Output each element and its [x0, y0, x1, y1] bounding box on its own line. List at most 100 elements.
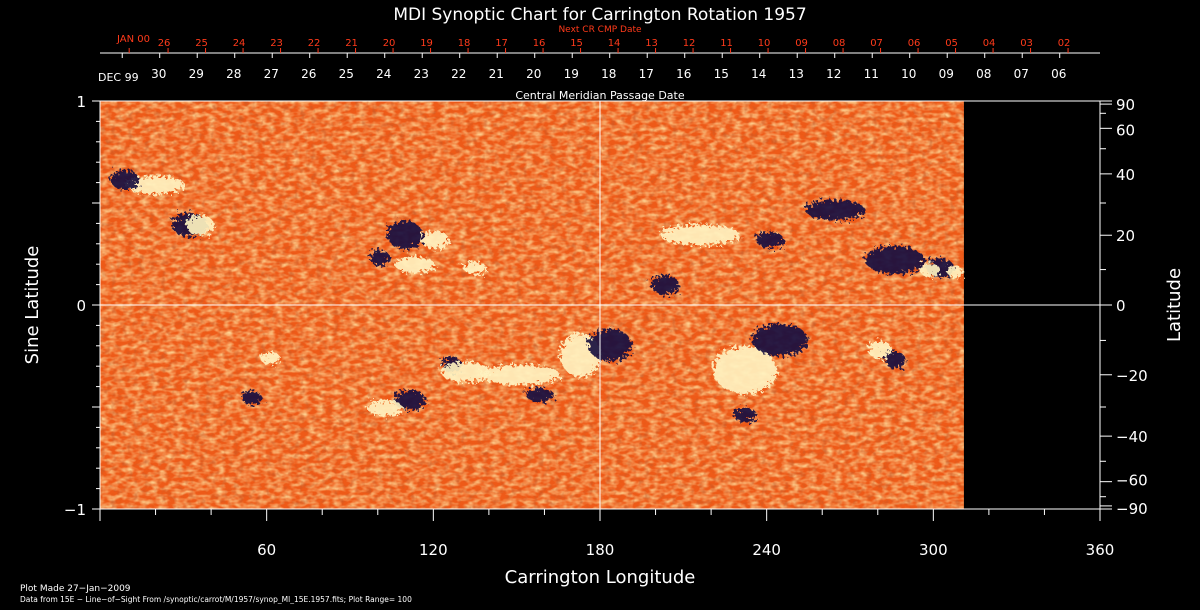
y-left-tick-label: 1	[76, 93, 86, 111]
flux-region	[480, 365, 560, 385]
flux-region	[125, 176, 185, 194]
flux-region	[260, 352, 280, 364]
next-cr-day-label: 04	[983, 38, 996, 49]
x-tick-label: 180	[586, 541, 615, 559]
next-cr-day-label: 14	[608, 38, 621, 49]
cmp-day-label: 29	[189, 67, 204, 81]
next-cr-day-label: 23	[270, 38, 283, 49]
next-cr-day-label: 24	[233, 38, 246, 49]
flux-region	[526, 388, 554, 402]
y-right-tick-label: 40	[1116, 166, 1135, 184]
cmp-day-label: 30	[151, 67, 166, 81]
next-cr-day-label: 13	[645, 38, 658, 49]
cmp-day-label: 26	[301, 67, 316, 81]
flux-region	[756, 232, 784, 248]
flux-region	[395, 257, 435, 273]
x-tick-label: 360	[1086, 541, 1115, 559]
x-tick-label: 300	[919, 541, 948, 559]
flux-region	[733, 408, 757, 422]
next-cr-day-label: 03	[1020, 38, 1033, 49]
cmp-day-label: 20	[526, 67, 541, 81]
cmp-day-label: 10	[901, 67, 916, 81]
next-cr-day-label: 17	[495, 38, 508, 49]
flux-region	[651, 275, 679, 295]
y-left-tick-label: −1	[64, 501, 86, 519]
next-cr-day-label: 08	[833, 38, 846, 49]
cmp-day-label: 18	[601, 67, 616, 81]
flux-region	[885, 351, 905, 369]
flux-region	[752, 324, 808, 356]
next-cr-day-label: 12	[683, 38, 696, 49]
y-right-tick-label: 90	[1116, 96, 1135, 114]
cmp-day-label: 16	[676, 67, 691, 81]
y-right-tick-label: 0	[1116, 297, 1126, 315]
next-cr-day-label: 26	[158, 38, 171, 49]
cmp-day-label: 19	[564, 67, 579, 81]
next-cr-day-label: 15	[570, 38, 583, 49]
date-axes: 26 25 24 23 22 21 20 19 18 17 16 15 14 13 12 11 10 09 08 07…	[100, 38, 1100, 81]
next-cr-axis-label: Next CR CMP Date	[558, 25, 642, 35]
cmp-day-label: 25	[339, 67, 354, 81]
flux-region	[947, 266, 963, 278]
flux-region	[920, 263, 940, 277]
flux-region	[805, 200, 865, 220]
chart-title: MDI Synoptic Chart for Carrington Rotati…	[393, 5, 806, 25]
y-axis-left: 1 0 −1	[64, 93, 100, 519]
cmp-day-label: 09	[939, 67, 954, 81]
cmp-day-label: 23	[414, 67, 429, 81]
next-cr-day-label: 02	[1058, 38, 1071, 49]
flux-region	[370, 250, 390, 266]
y-axis-right-label: Latitude	[1164, 268, 1185, 342]
flux-region	[463, 262, 487, 274]
x-axis-label: Carrington Longitude	[505, 567, 696, 588]
data-source-note: Data from 15E − Line−of−Sight From /syno…	[20, 595, 412, 604]
y-axis-left-label: Sine Latitude	[22, 246, 43, 365]
cmp-day-label: 06	[1051, 67, 1066, 81]
y-right-tick-label: 20	[1116, 227, 1135, 245]
x-tick-label: 60	[257, 541, 276, 559]
plot-area	[99, 100, 1101, 510]
next-cr-day-label: 09	[795, 38, 808, 49]
cmp-axis-label: Central Meridian Passage Date	[515, 89, 684, 102]
cmp-day-label: 12	[826, 67, 841, 81]
flux-region	[868, 341, 892, 359]
flux-region	[394, 390, 426, 410]
next-cr-day-label: 10	[758, 38, 771, 49]
cmp-day-label: 07	[1014, 67, 1029, 81]
next-cr-start-label: JAN 00	[116, 34, 150, 45]
cmp-day-label: 13	[789, 67, 804, 81]
y-axis-right: 90 60 40 20 0 −20 −40 −60 −90	[1100, 96, 1148, 518]
y-left-tick-label: 0	[76, 297, 86, 315]
flux-region	[186, 215, 214, 235]
cmp-day-label: 08	[976, 67, 991, 81]
flux-region	[660, 225, 740, 245]
next-cr-day-label: 21	[345, 38, 358, 49]
flux-region	[865, 246, 925, 274]
cmp-start-label: DEC 99	[98, 71, 139, 84]
next-cr-day-label: 22	[308, 38, 321, 49]
cmp-day-label: 14	[751, 67, 766, 81]
next-cr-day-label: 19	[420, 38, 433, 49]
flux-region	[111, 170, 139, 190]
cmp-day-label: 28	[226, 67, 241, 81]
cmp-day-label: 17	[639, 67, 654, 81]
flux-region	[367, 400, 403, 416]
active-regions	[111, 170, 963, 422]
cmp-day-label: 24	[376, 67, 391, 81]
x-tick-label: 240	[752, 541, 781, 559]
next-cr-day-label: 16	[533, 38, 546, 49]
y-right-tick-label: −20	[1116, 367, 1148, 385]
x-axis: 60 120 180 240 300 360	[99, 509, 1115, 559]
flux-region	[713, 346, 777, 394]
flux-region	[242, 391, 262, 405]
flux-region	[387, 221, 423, 249]
next-cr-day-label: 25	[195, 38, 208, 49]
next-cr-day-label: 07	[870, 38, 883, 49]
cmp-day-label: 11	[864, 67, 879, 81]
cmp-day-label: 21	[489, 67, 504, 81]
next-cr-day-label: 18	[458, 38, 471, 49]
x-tick-label: 120	[419, 541, 448, 559]
flux-region	[588, 329, 632, 361]
cmp-day-label: 27	[264, 67, 279, 81]
